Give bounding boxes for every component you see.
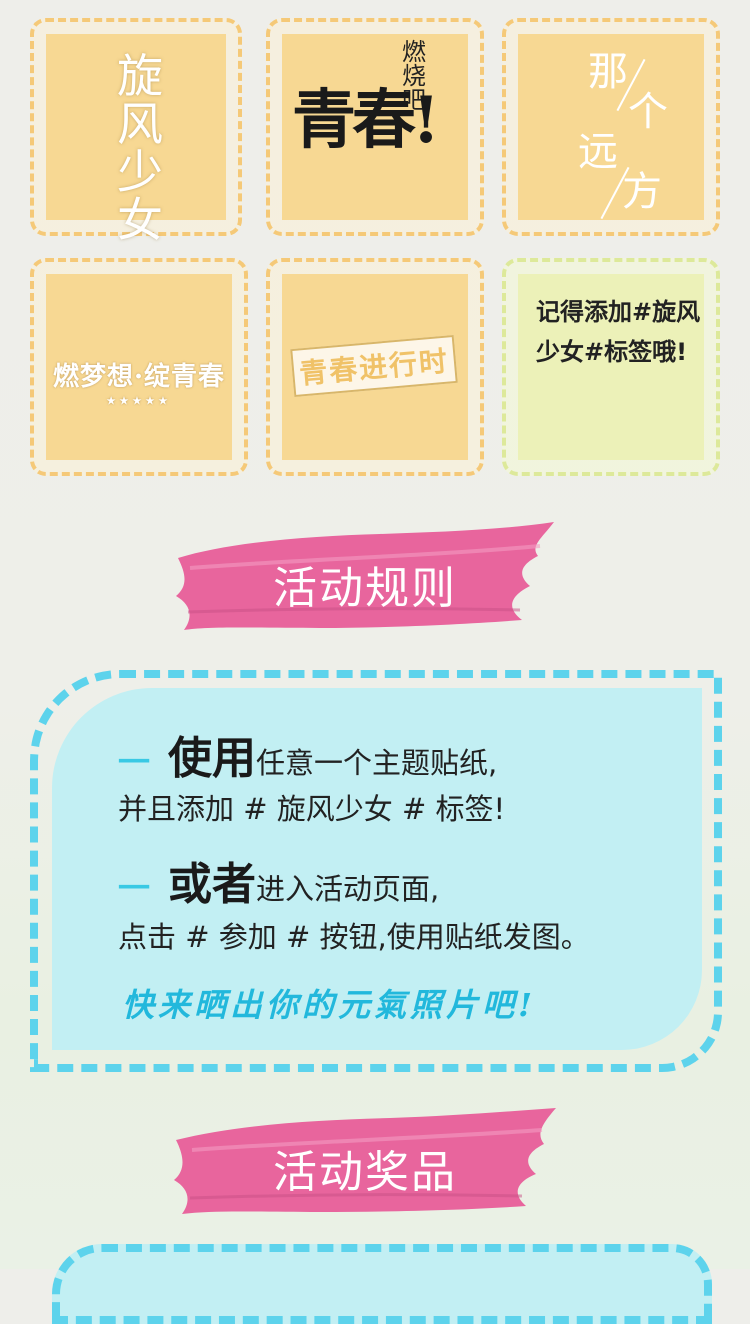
sticker-tile-qingchun[interactable]: 青春进行时 [266,258,484,476]
sticker-word: 远 [578,129,618,175]
sticker-label-small: 燃烧吧 [402,38,426,114]
sticker-art: 燃烧吧 青春! [282,34,468,220]
rule-text: 进入活动页面, [256,872,440,906]
ribbon-badge: 青春进行时 [290,334,458,398]
rule-line-1: 一使用任意一个主题贴纸, [118,722,497,786]
rule-keyword: 或者 [168,859,257,910]
sticker-tile-xuanfeng[interactable]: 旋风少女 [30,18,242,244]
dash-marker: 一 [118,869,151,907]
rule-line-3: 一或者进入活动页面, [118,848,439,912]
sticker-art: 燃梦想·绽青春 ★★★★★ [46,274,232,460]
sticker-tile-ranshao[interactable]: 燃烧吧 青春! [266,18,484,236]
rule-keyword: 使用 [168,733,257,784]
rules-title: 活动规则 [273,563,457,614]
rule-line-4: 点击 # 参加 # 按钮,使用贴纸发图。 [118,920,590,954]
call-to-action: 快来晒出你的元氣照片吧! [122,986,537,1024]
rule-text: 任意一个主题贴纸, [256,746,498,780]
brush-stroke [176,522,554,630]
tip-text: 记得添加#旋风少女#标签哦! [536,298,701,366]
sticker-tile-ranmengxiang[interactable]: 燃梦想·绽青春 ★★★★★ [30,258,248,476]
rules-card [52,688,702,1050]
prizes-title: 活动奖品 [273,1147,457,1198]
tip-panel: 记得添加#旋风少女#标签哦! [518,274,704,460]
sticker-tile-nageyuanfang[interactable]: 那 个 远 方 [502,18,720,236]
prizes-banner: 活动奖品 [170,1100,560,1220]
sticker-word: 那 [588,49,628,95]
sticker-word: 方 [622,169,662,215]
sticker-word: 个 [628,89,668,135]
sticker-art: 旋风少女 [46,34,226,244]
prizes-card [52,1244,712,1324]
sticker-label: 燃梦想·绽青春 [52,362,226,392]
sticker-label-big: 青春! [292,83,440,158]
sticker-art: 那 个 远 方 [518,34,704,220]
rules-card-border [30,670,722,1072]
tip-tile: 记得添加#旋风少女#标签哦! [502,258,720,476]
sticker-art: 青春进行时 [282,274,468,460]
stars-decoration: ★★★★★ [106,396,172,407]
rules-banner: 活动规则 [170,516,560,636]
brush-stroke [174,1108,556,1214]
rule-line-2: 并且添加 # 旋风少女 # 标签! [118,792,506,826]
sticker-label: 旋风少女 [117,49,163,247]
sticker-label: 青春进行时 [297,344,451,391]
dash-marker: 一 [118,743,151,781]
